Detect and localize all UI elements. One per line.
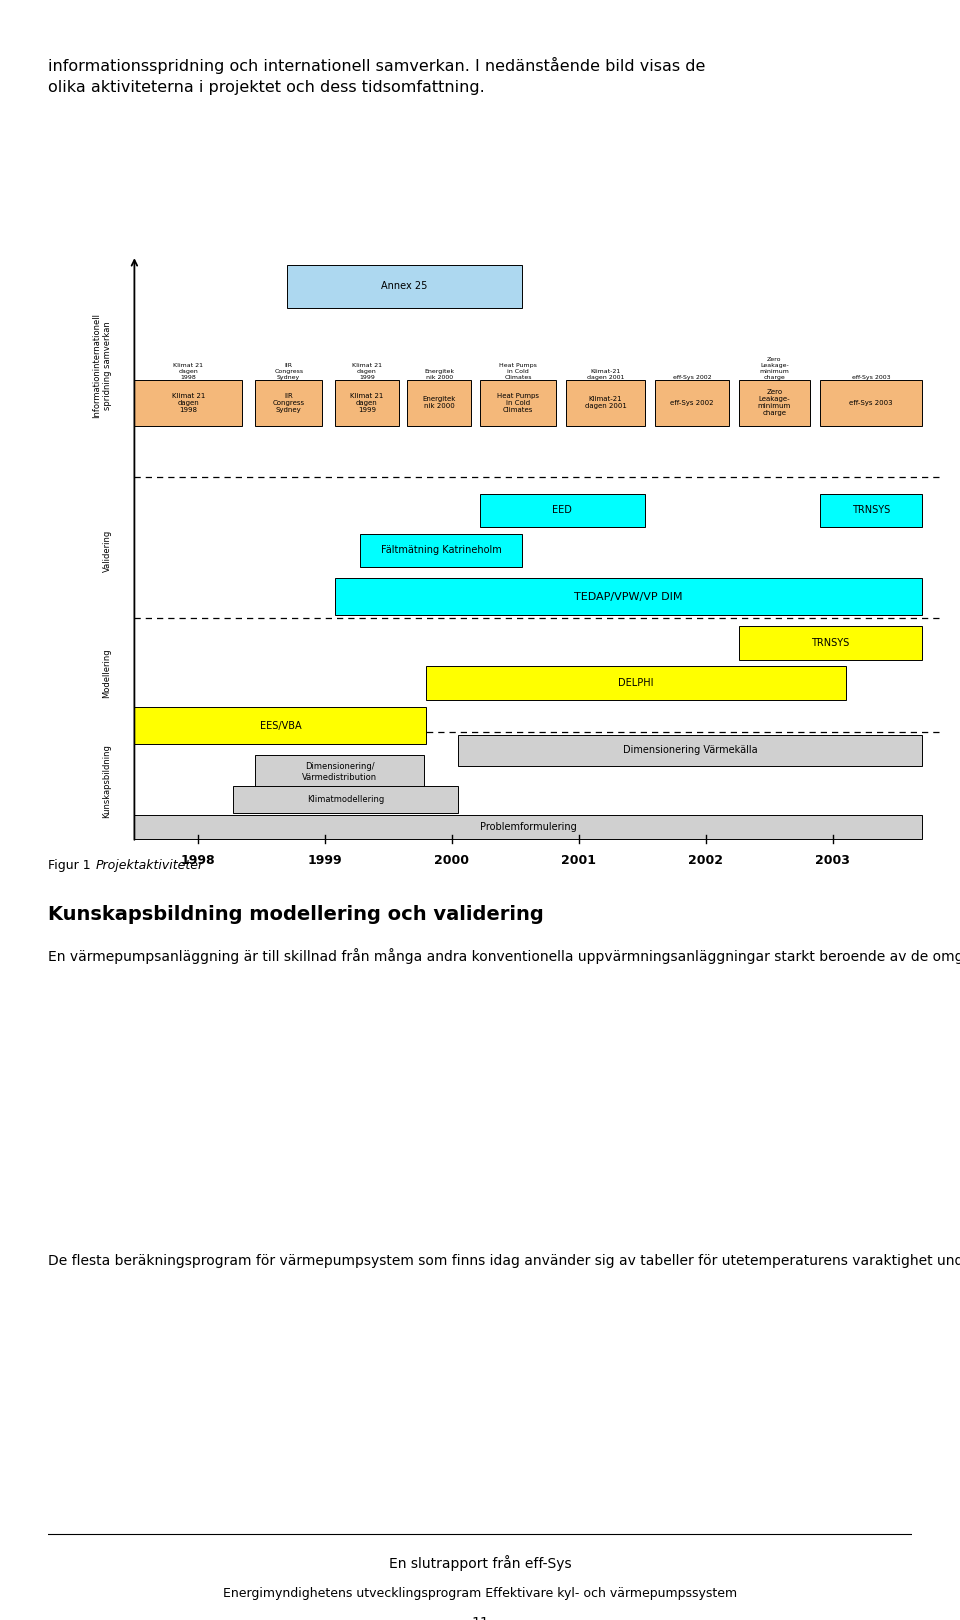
Text: EED: EED [552,505,572,515]
Text: Informationinternationell
spridning samverkan: Informationinternationell spridning samv… [92,314,111,418]
Bar [739,379,810,426]
Text: eff-Sys 2002: eff-Sys 2002 [670,400,713,407]
Text: TRNSYS: TRNSYS [811,638,850,648]
Text: Projektaktiviteter: Projektaktiviteter [96,859,204,872]
Text: Klimat 21
dagen
1999: Klimat 21 dagen 1999 [351,363,382,379]
Text: 1999: 1999 [307,854,342,867]
Text: Energitek
nik 2000: Energitek nik 2000 [422,397,456,410]
Bar [255,379,323,426]
Text: informationsspridning och internationell samverkan. I nedänstående bild visas de: informationsspridning och internationell… [48,57,706,94]
Text: Kunskapsbildning modellering och validering: Kunskapsbildning modellering och valider… [48,906,543,923]
Text: Heat Pumps
in Cold
Climates: Heat Pumps in Cold Climates [499,363,537,379]
Text: Fältmätning Katrineholm: Fältmätning Katrineholm [381,546,501,556]
Bar [480,379,556,426]
Text: eff-Sys 2003: eff-Sys 2003 [850,400,893,407]
Text: IIR
Congress
Sydney: IIR Congress Sydney [273,394,304,413]
Bar [255,755,424,789]
Bar [360,533,521,567]
Text: Figur 1: Figur 1 [48,859,95,872]
Bar [233,786,458,813]
Text: eff-Sys 2003: eff-Sys 2003 [852,374,890,379]
Bar [458,735,922,766]
Text: 2001: 2001 [562,854,596,867]
Text: Zero
Leakage-
minimum
charge: Zero Leakage- minimum charge [759,356,789,379]
Bar [426,666,846,700]
Text: TRNSYS: TRNSYS [852,505,890,515]
Bar [407,379,471,426]
Text: Modellering: Modellering [103,648,111,698]
Text: IIR
Congress
Sydney: IIR Congress Sydney [275,363,303,379]
Text: Kunskapsbildning: Kunskapsbildning [103,744,111,818]
Text: Klimat 21
dagen
1998: Klimat 21 dagen 1998 [174,363,204,379]
Text: Validering: Validering [103,530,111,572]
Text: 1998: 1998 [180,854,215,867]
Text: De flesta beräkningsprogram för värmepumpsystem som finns idag använder sig av t: De flesta beräkningsprogram för värmepum… [48,1252,960,1268]
Text: Energitek
nik 2000: Energitek nik 2000 [424,369,454,379]
Text: Problemformulering: Problemformulering [480,823,576,833]
Text: 2003: 2003 [815,854,851,867]
Text: 2000: 2000 [434,854,469,867]
Text: Heat Pumps
in Cold
Climates: Heat Pumps in Cold Climates [497,394,539,413]
Text: Klimatmodellering: Klimatmodellering [307,795,384,804]
Bar [287,264,521,308]
Text: eff-Sys 2002: eff-Sys 2002 [673,374,711,379]
Text: Annex 25: Annex 25 [381,280,427,292]
Text: En värmepumpsanläggning är till skillnad från många andra konventionella uppvärm: En värmepumpsanläggning är till skillnad… [48,948,960,964]
Bar [134,708,426,744]
Text: DELPHI: DELPHI [618,677,654,687]
Text: 2002: 2002 [688,854,724,867]
Text: 11: 11 [471,1617,489,1620]
Bar [335,578,922,616]
Text: TEDAP/VPW/VP DIM: TEDAP/VPW/VP DIM [574,591,683,601]
Text: Klimat-21
dagen 2001: Klimat-21 dagen 2001 [587,369,624,379]
Bar [739,625,922,659]
Bar [480,494,645,528]
Text: Klimat 21
dagen
1998: Klimat 21 dagen 1998 [172,394,205,413]
Text: Dimensionering Värmekälla: Dimensionering Värmekälla [623,745,757,755]
Bar [820,494,922,528]
Bar [134,815,922,839]
Text: Energimyndighetens utvecklingsprogram Effektivare kyl- och värmepumpssystem: Energimyndighetens utvecklingsprogram Ef… [223,1586,737,1599]
Bar [655,379,729,426]
Text: Zero
Leakage-
minimum
charge: Zero Leakage- minimum charge [757,389,791,416]
Bar [566,379,645,426]
Text: En slutrapport från eff-Sys: En slutrapport från eff-Sys [389,1555,571,1570]
Text: Klimat-21
dagen 2001: Klimat-21 dagen 2001 [585,397,627,410]
Bar [134,379,242,426]
Text: Klimat 21
dagen
1999: Klimat 21 dagen 1999 [350,394,383,413]
Bar [335,379,398,426]
Bar [820,379,922,426]
Text: Dimensionering/
Värmedistribution: Dimensionering/ Värmedistribution [302,761,377,781]
Text: EES/VBA: EES/VBA [259,721,301,731]
